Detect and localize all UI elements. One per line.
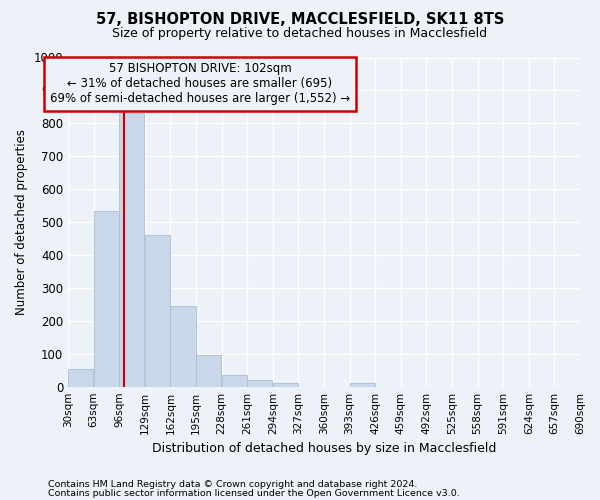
Bar [119, 114, 145, 386]
Text: 57, BISHOPTON DRIVE, MACCLESFIELD, SK11 8TS: 57, BISHOPTON DRIVE, MACCLESFIELD, SK11 … [96, 12, 504, 28]
Bar [247, 380, 272, 386]
X-axis label: Distribution of detached houses by size in Macclesfield: Distribution of detached houses by size … [152, 442, 496, 455]
Bar [68, 368, 93, 386]
Bar [350, 384, 375, 386]
Bar [196, 355, 221, 386]
Text: Contains HM Land Registry data © Crown copyright and database right 2024.: Contains HM Land Registry data © Crown c… [48, 480, 418, 489]
Text: Contains public sector information licensed under the Open Government Licence v3: Contains public sector information licen… [48, 489, 460, 498]
Bar [145, 236, 170, 386]
Y-axis label: Number of detached properties: Number of detached properties [15, 129, 28, 315]
Bar [94, 210, 119, 386]
Text: Size of property relative to detached houses in Macclesfield: Size of property relative to detached ho… [112, 28, 488, 40]
Text: 57 BISHOPTON DRIVE: 102sqm
← 31% of detached houses are smaller (695)
69% of sem: 57 BISHOPTON DRIVE: 102sqm ← 31% of deta… [50, 62, 350, 106]
Bar [170, 306, 196, 386]
Bar [273, 384, 298, 386]
Bar [221, 374, 247, 386]
